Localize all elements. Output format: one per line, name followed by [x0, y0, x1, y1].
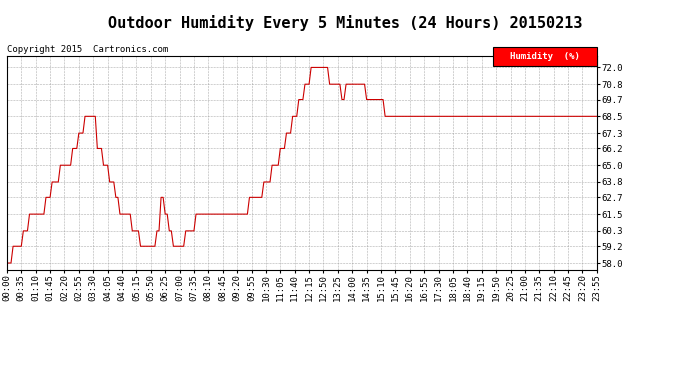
Text: Copyright 2015  Cartronics.com: Copyright 2015 Cartronics.com [7, 45, 168, 54]
Text: Humidity  (%): Humidity (%) [510, 52, 580, 61]
Text: Outdoor Humidity Every 5 Minutes (24 Hours) 20150213: Outdoor Humidity Every 5 Minutes (24 Hou… [108, 15, 582, 31]
